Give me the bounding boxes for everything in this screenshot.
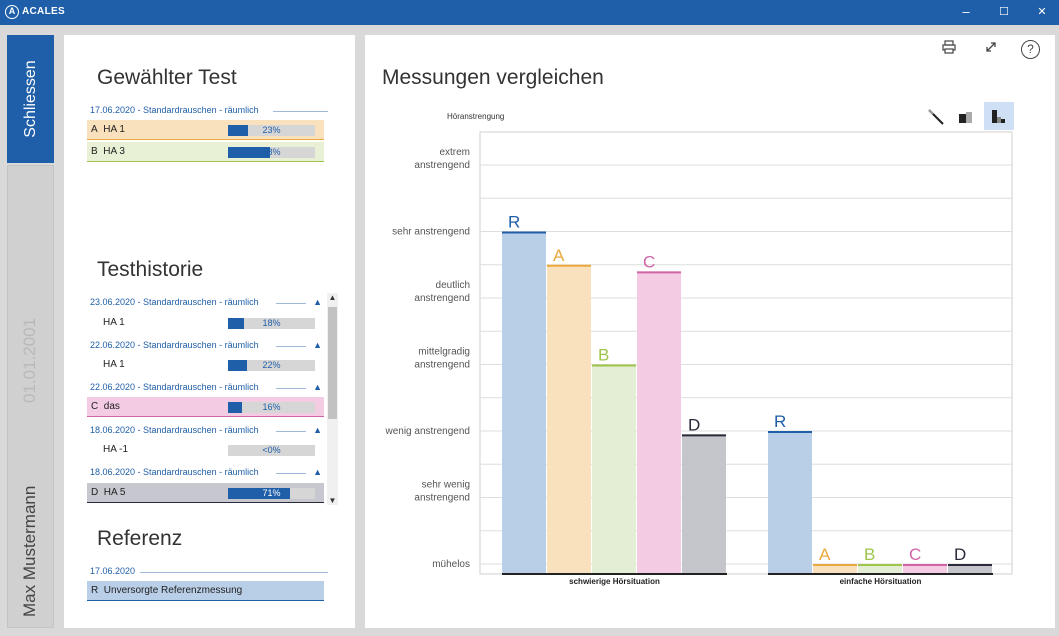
close-tab-label: Schliessen [21,60,39,138]
x-category-label: einfache Hörsituation [840,577,922,586]
app-title: ACALES [22,6,65,17]
chevron-up-icon[interactable]: ▲ [313,425,322,435]
bar-label-r: R [774,412,786,431]
progress-bar: 22% [228,360,315,371]
progress-bar: 71% [228,488,315,499]
history-group-header[interactable]: 22.06.2020 - Standardrauschen - räumlich… [90,340,322,350]
scroll-down-icon[interactable]: ▼ [328,496,337,505]
bar-label-c: C [643,252,655,271]
chevron-up-icon[interactable]: ▲ [313,382,322,392]
bar-label-c: C [909,545,921,564]
history-title: Testhistorie [97,258,204,281]
bar-label-r: R [508,213,520,232]
bar-r [768,431,812,574]
reference-group-header: 17.06.2020 [87,566,328,578]
progress-bar: 16% [228,402,315,413]
progress-bar: <0% [228,445,315,456]
y-tick-label: deutlich [436,280,470,291]
reference-title: Referenz [97,527,183,550]
history-row[interactable]: HA 1 22% [87,355,324,375]
title-bar: A ACALES – ☐ ✕ [0,0,1059,25]
user-tab[interactable]: Max Mustermann 01.01.2001 [7,165,54,628]
close-button[interactable]: ✕ [1037,6,1047,18]
bar-c [903,564,947,574]
test-row-a[interactable]: A HA 1 23% [87,120,324,140]
bar-c [637,271,681,574]
user-date: 01.01.2001 [19,317,39,403]
single-bar-view-icon[interactable] [954,105,978,129]
y-tick-label: mühelos [432,559,470,570]
bar-label-b: B [598,346,609,365]
printer-icon[interactable] [939,40,959,57]
y-tick-label: anstrengend [414,360,470,371]
scrollbar-thumb[interactable] [328,307,337,419]
user-name: Max Mustermann [19,485,39,617]
chevron-up-icon[interactable]: ▲ [313,467,322,477]
close-tab[interactable]: Schliessen [7,35,54,163]
progress-bar: 23% [228,125,315,136]
progress-bar: 18% [228,318,315,329]
x-category-label: schwierige Hörsituation [569,577,660,586]
bar-label-d: D [954,545,966,564]
y-tick-label: anstrengend [414,493,470,504]
y-tick-label: sehr anstrengend [392,227,470,238]
test-row-b[interactable]: B HA 3 48% [87,142,324,162]
comparison-panel: ? Messungen vergleichen Höranstrengung m… [365,35,1055,628]
selected-test-title: Gewählter Test [97,66,237,89]
history-group-header[interactable]: 23.06.2020 - Standardrauschen - räumlich… [90,297,322,307]
chevron-up-icon[interactable]: ▲ [313,340,322,350]
bar-d [682,434,726,574]
y-tick-label: anstrengend [414,293,470,304]
y-tick-label: anstrengend [414,160,470,171]
bar-r [502,231,546,574]
bar-label-a: A [553,246,565,265]
y-axis-label: Höranstrengung [447,112,504,121]
history-row-d[interactable]: D HA 5 71% [87,483,324,503]
history-group-header[interactable]: 18.06.2020 - Standardrauschen - räumlich… [90,425,322,435]
acales-logo-icon: A [5,5,19,19]
history-group-header[interactable]: 22.06.2020 - Standardrauschen - räumlich… [90,382,322,392]
bar-d [948,564,992,574]
help-icon[interactable]: ? [1021,40,1040,59]
progress-bar: 48% [228,147,315,158]
y-tick-label: extrem [439,147,470,158]
test-selection-panel: Gewählter Test 17.06.2020 - Standardraus… [64,35,355,628]
chevron-up-icon[interactable]: ▲ [313,297,322,307]
comparison-chart: Höranstrengung mühelos sehr wenig anstreng… [384,112,1013,586]
history-scrollbar[interactable]: ▲ ▼ [327,293,338,505]
history-row-c[interactable]: C das 16% [87,397,324,417]
chart-title: Messungen vergleichen [382,66,604,89]
history-group-header[interactable]: 18.06.2020 - Standardrauschen - räumlich… [90,467,322,477]
line-view-icon[interactable] [924,105,948,129]
reference-row[interactable]: R Unversorgte Referenzmessung [87,581,324,601]
grouped-bar-view-icon[interactable] [984,102,1014,130]
scroll-up-icon[interactable]: ▲ [328,293,337,302]
y-tick-label: mittelgradig [418,347,470,358]
bar-b [858,564,902,574]
bar-a [547,264,591,574]
bar-label-d: D [688,415,700,434]
history-row[interactable]: HA 1 18% [87,313,324,333]
y-tick-label: sehr wenig [422,480,470,491]
bar-label-a: A [819,545,831,564]
bar-label-b: B [864,545,875,564]
selected-test-group-header: 17.06.2020 - Standardrauschen - räumlich [87,105,328,117]
y-tick-label: wenig anstrengend [384,426,470,437]
expand-icon[interactable] [981,40,1001,57]
maximize-button[interactable]: ☐ [999,6,1009,18]
bar-a [813,564,857,574]
history-row[interactable]: HA -1 <0% [87,440,324,460]
bar-b [592,364,636,574]
minimize-button[interactable]: – [962,4,970,19]
